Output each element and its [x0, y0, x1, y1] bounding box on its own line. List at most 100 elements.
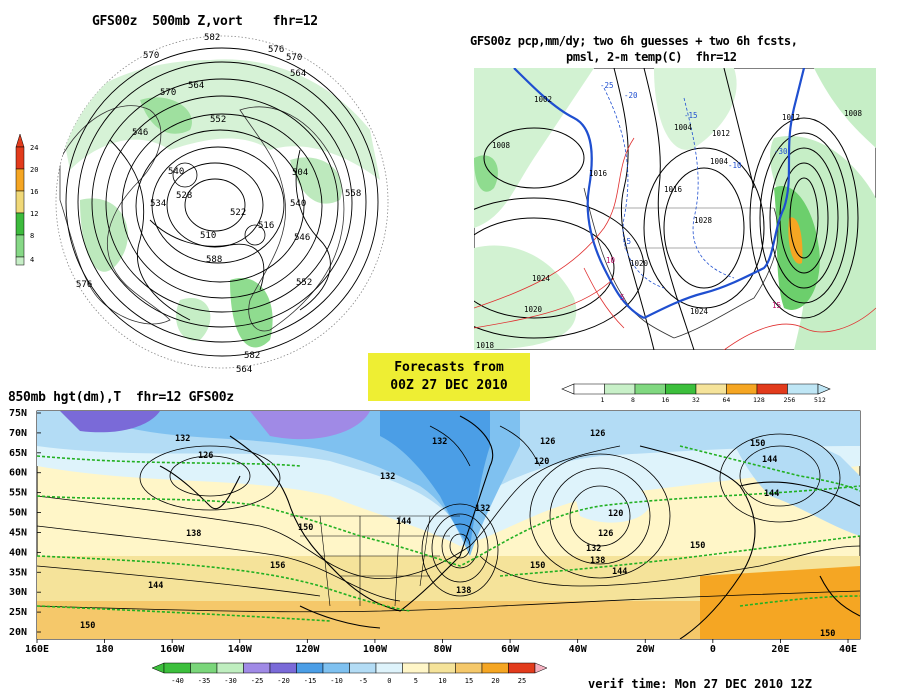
- lat-label: 30N: [9, 587, 27, 598]
- lon-label: 140W: [228, 644, 253, 655]
- t850-colorbar-swatch: [163, 662, 191, 674]
- t850-colorbar-label: 25: [518, 677, 526, 685]
- precip-colorbar-label: 512: [814, 396, 826, 404]
- vort-colorbar-swatch: [15, 190, 25, 214]
- lon-label: 20W: [636, 644, 655, 655]
- hgt850-label: 144: [396, 517, 411, 527]
- panel-850mb-map: 132 126 132 126 120 126 132 144 150 138 …: [9, 408, 861, 691]
- z500-label: 552: [296, 278, 312, 288]
- precip-colorbar: 1 8 16 32 64 128 256 512: [561, 383, 831, 404]
- hgt850-label: 132: [432, 437, 447, 447]
- z500-label: 564: [188, 81, 204, 91]
- hgt850-label: 120: [534, 457, 549, 467]
- t850-colorbar-swatch: [190, 662, 218, 674]
- hgt850-label: 144: [762, 455, 777, 465]
- t850-colorbar-label: 20: [491, 677, 499, 685]
- temp-label: -5: [622, 237, 631, 246]
- z500-label: 522: [230, 208, 246, 218]
- t850-colorbar-swatch: [481, 662, 509, 674]
- forecast-banner: Forecasts from 00Z 27 DEC 2010: [368, 353, 530, 401]
- hgt850-label: 126: [198, 451, 213, 461]
- t850-colorbar-label: 10: [438, 677, 446, 685]
- lat-label: 45N: [9, 527, 27, 538]
- hgt850-label: 138: [456, 586, 471, 596]
- hgt850-label: 120: [608, 509, 623, 519]
- t850-colorbar-label: -20: [277, 677, 290, 685]
- vort-colorbar: 24 20 16 12 8 4: [15, 133, 38, 266]
- t850-colorbar-swatch: [375, 662, 403, 674]
- pmsl-label: 1012: [712, 129, 730, 138]
- t850-colorbar-swatch: [455, 662, 483, 674]
- panel-precip-title-line2: pmsl, 2-m temp(C) fhr=12: [566, 50, 737, 64]
- hgt850-label: 138: [186, 529, 201, 539]
- t850-colorbar-swatch: [428, 662, 456, 674]
- lon-label: 0: [710, 644, 716, 655]
- precip-colorbar-label: 32: [692, 396, 700, 404]
- precip-colorbar-arrow-right: [817, 383, 831, 395]
- t850-colorbar-swatch: [402, 662, 430, 674]
- vort-colorbar-swatch: [15, 234, 25, 258]
- lon-label: 160E: [25, 644, 49, 655]
- vort-colorbar-label: 16: [30, 188, 38, 196]
- panel-500mb-title: GFS00z 500mb Z,vort fhr=12: [92, 14, 318, 29]
- vort-colorbar-swatch: [15, 146, 25, 170]
- t850-colorbar-label: 0: [387, 677, 391, 685]
- pmsl-label: 1002: [534, 95, 552, 104]
- hgt850-label: 132: [175, 434, 190, 444]
- z500-label: 588: [206, 255, 222, 265]
- lat-label: 75N: [9, 408, 27, 419]
- precip-colorbar-swatch: [573, 383, 605, 395]
- pmsl-label: 1016: [589, 169, 608, 178]
- vort-colorbar-label: 12: [30, 210, 38, 218]
- hgt850-label: 156: [270, 561, 285, 571]
- hgt850-label: 132: [586, 544, 601, 554]
- precip-colorbar-label: 128: [753, 396, 765, 404]
- lon-label: 120W: [295, 644, 320, 655]
- t850-colorbar-label: -15: [304, 677, 317, 685]
- hgt850-label: 126: [598, 529, 613, 539]
- vort-colorbar-arrow: [15, 133, 25, 148]
- z500-label: 546: [294, 233, 310, 243]
- z500-label: 564: [236, 365, 252, 375]
- vort-colorbar-label: 8: [30, 232, 34, 240]
- z500-label: 504: [292, 168, 308, 178]
- t850-colorbar-swatch: [296, 662, 324, 674]
- temp-label: 5: [620, 293, 625, 302]
- lat-label: 70N: [9, 428, 27, 439]
- lat-label: 35N: [9, 567, 27, 578]
- hgt850-label: 150: [80, 621, 95, 631]
- z500-label: 546: [132, 128, 148, 138]
- t850-colorbar-swatch: [243, 662, 271, 674]
- z500-label: 534: [150, 199, 166, 209]
- t850-colorbar-label: -5: [359, 677, 367, 685]
- lon-label: 80W: [434, 644, 453, 655]
- verif-time: verif time: Mon 27 DEC 2010 12Z: [588, 677, 812, 691]
- temp-label: 10: [606, 256, 616, 265]
- hgt850-label: 138: [590, 556, 605, 566]
- pmsl-label: 1024: [532, 274, 551, 283]
- pmsl-label: 1004: [674, 123, 693, 132]
- t850-colorbar-label: 5: [414, 677, 418, 685]
- lat-label: 60N: [9, 468, 27, 479]
- lat-label: 40N: [9, 547, 27, 558]
- t850-colorbar-arrow-right: [534, 662, 548, 674]
- hgt850-label: 150: [820, 629, 835, 639]
- t850-colorbar-swatch: [322, 662, 350, 674]
- forecast-banner-line2: 00Z 27 DEC 2010: [390, 378, 508, 393]
- temp-label: -15: [684, 111, 698, 120]
- lat-label: 50N: [9, 508, 27, 519]
- hgt850-label: 144: [148, 581, 163, 591]
- hgt850-label: 126: [590, 429, 605, 439]
- precip-colorbar-label: 256: [784, 396, 796, 404]
- hgt850-label: 150: [298, 523, 313, 533]
- t850-colorbar-swatch: [269, 662, 297, 674]
- pmsl-label: 1024: [690, 307, 709, 316]
- vort-colorbar-label: 4: [30, 256, 34, 264]
- t850-colorbar-label: -10: [330, 677, 343, 685]
- hgt850-label: 150: [530, 561, 545, 571]
- hgt850-label: 144: [764, 489, 779, 499]
- lon-label: 60W: [501, 644, 520, 655]
- panel-precip-title-line1: GFS00z pcp,mm/dy; two 6h guesses + two 6…: [470, 34, 798, 48]
- t850-colorbar-label: -40: [171, 677, 184, 685]
- precip-colorbar-arrow-left: [561, 383, 575, 395]
